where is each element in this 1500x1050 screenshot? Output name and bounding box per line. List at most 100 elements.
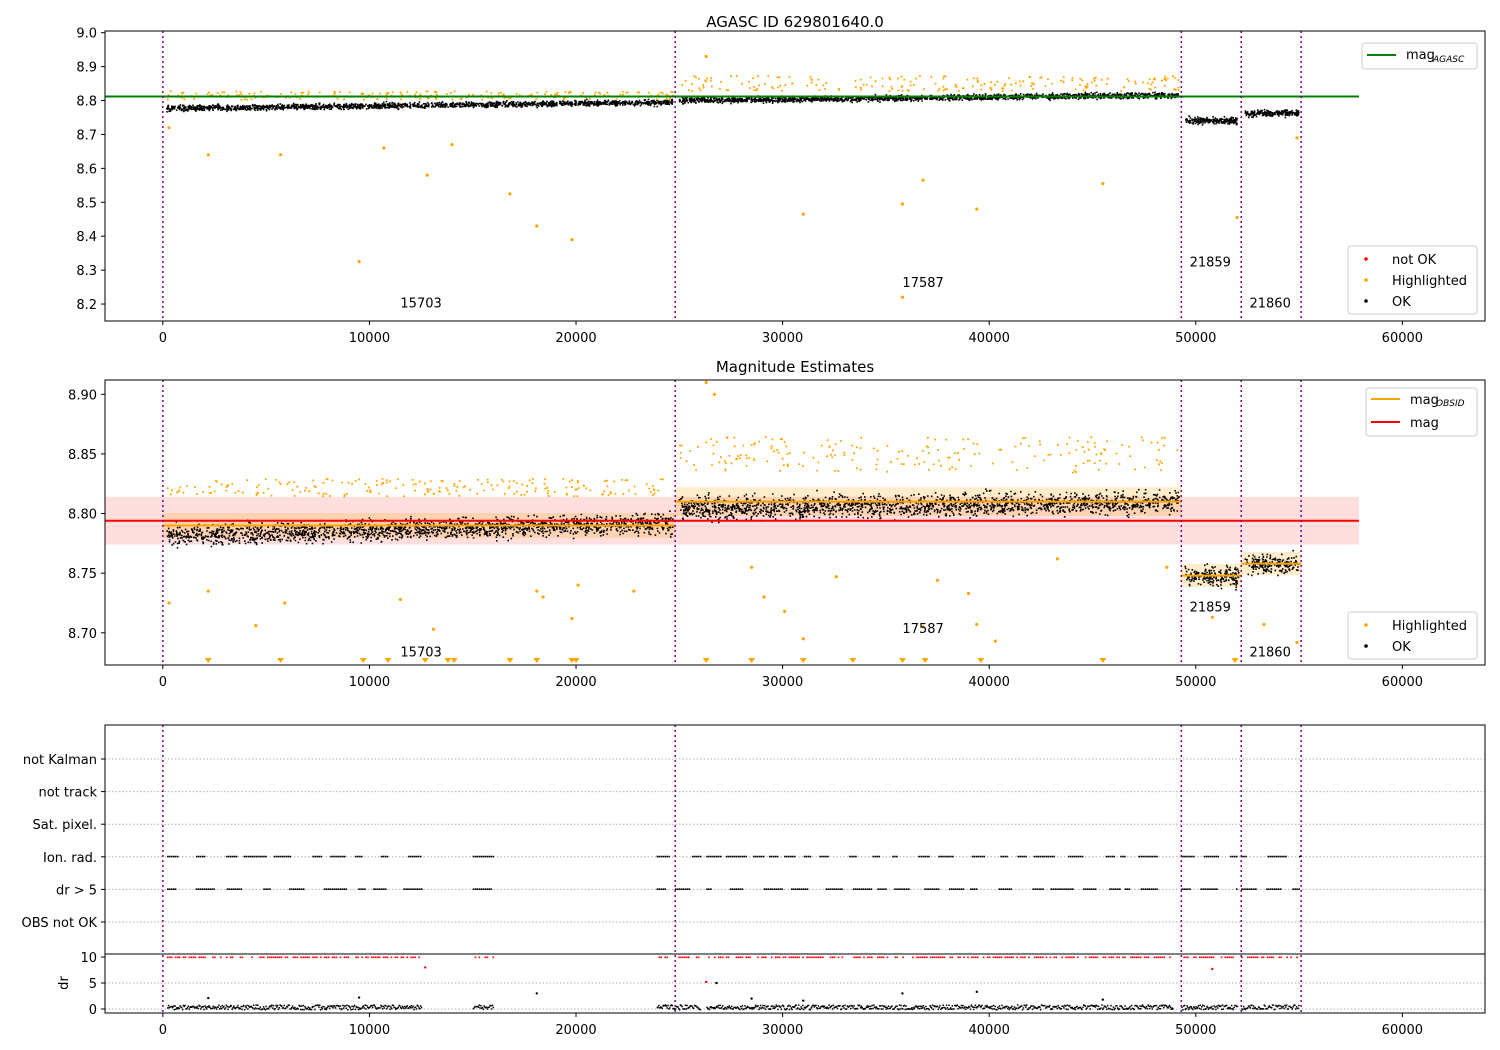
highlighted-outlier-point [535,224,539,228]
panel-mag-estimates-legend-bottom: Highlighted OK [1347,611,1478,660]
x-tick-label: 10000 [349,675,390,690]
out-of-range-marker [277,658,285,663]
legend-ok-label: OK [1392,295,1411,310]
obsid-label-15703: 15703 [400,646,441,661]
dr-outlier-point [424,966,427,969]
ok-points-15703 [166,98,674,113]
legend-mag-obsid-subscript: OBSID [1436,399,1465,409]
x-tick-label: 60000 [1382,331,1423,346]
highlighted-outlier-point [921,178,925,182]
highlighted-outlier-point [834,575,838,579]
legend-highlighted-marker [1364,278,1368,282]
y-tick-label: 8.9 [76,61,97,76]
y-tick-label: 8.75 [68,567,97,582]
y-tick-label: 8.3 [76,264,97,279]
highlighted-outlier-point [425,173,429,177]
legend-mag-label: mag [1410,416,1439,431]
out-of-range-marker [977,658,985,663]
x-tick-label: 60000 [1382,1023,1423,1038]
dr-outlier-point [1101,998,1105,1001]
highlighted-outlier-point [398,597,403,602]
legend2-highlighted-label: Highlighted [1392,619,1467,634]
highlighted-outlier-point [975,207,979,211]
out-of-range-marker [1099,658,1107,663]
dr-outlier-point [715,981,718,985]
highlighted-outlier-point [935,578,940,582]
x-tick-label: 20000 [555,331,596,346]
dr-ok-points [167,1004,1300,1011]
out-of-range-marker [748,658,756,663]
highlighted-outlier-point [993,639,997,643]
out-of-range-marker [204,658,212,663]
x-tick-label: 30000 [762,331,803,346]
legend-highlighted-label: Highlighted [1392,274,1467,289]
highlighted-outlier-point [1235,215,1239,220]
y-tick-label: 8.4 [76,230,97,245]
y-tick-label: 5 [89,977,97,992]
dr-outlier-point [901,992,904,995]
highlighted-outlier-point [632,589,636,593]
highlighted-outlier-point [283,601,287,605]
y-tick-label: 8.7 [76,128,97,143]
x-tick-label: 0 [159,1023,167,1038]
panel-agasc-legend-top: mag AGASC [1361,42,1478,70]
highlighted-outlier-point [712,392,717,396]
ok-points-21859 [1184,563,1240,591]
highlighted-outlier-point [541,595,545,599]
panel-flags: not Kalman not track Sat. pixel. Ion. rad. d… [22,724,1486,1038]
highlighted-outlier-point [167,601,171,605]
y-tick-label: 8.2 [76,298,97,313]
flag-points-row-4 [167,888,1300,890]
panel-agasc-title: AGASC ID 629801640.0 [706,13,884,31]
obsid-label-17587: 17587 [902,622,943,637]
y-tick-label: 8.8 [76,95,97,110]
panel-agasc: AGASC ID 629801640.0 15703 17587 21859 2186… [76,13,1486,346]
obsid-label-17587: 17587 [902,276,943,291]
highlighted-outlier-point [570,616,574,621]
flag-label: dr > 5 [56,883,97,898]
legend-mag-obsid-label: mag [1410,393,1439,408]
ok-points-17587 [678,91,1179,105]
y-tick-label: 8.90 [68,388,97,403]
highlighted-outlier-point [900,202,905,206]
highlighted-outlier-point [206,153,210,157]
highlighted-outlier-point [167,126,171,130]
panel-mag-estimates: Magnitude Estimates 15703 17587 21859 21860… [68,358,1486,690]
panel-mag-estimates-legend-top: mag OBSID mag [1365,387,1478,437]
highlighted-outlier-point [508,192,512,196]
flag-label: not track [38,786,97,801]
out-of-range-marker [799,658,807,663]
highlighted-outlier-point [1295,640,1299,644]
dr-outlier-point [750,997,753,1000]
legend-mag-agasc-label: mag [1406,48,1435,63]
out-of-range-marker [450,658,458,663]
highlighted-outlier-point [1165,565,1169,569]
dr-outlier-point [1211,967,1214,971]
highlighted-points-15703 [166,478,664,498]
y-tick-label: 8.80 [68,508,97,523]
x-tick-label: 40000 [969,675,1010,690]
legend-not-ok-marker [1364,257,1368,261]
highlighted-outlier-point [1210,615,1214,619]
out-of-range-marker [572,658,580,663]
highlighted-outlier-point [431,627,436,631]
highlighted-outlier-point [900,295,905,299]
highlighted-points-17587 [679,436,1179,474]
dr-outlier-point [207,996,210,1000]
highlighted-outlier-point [801,637,805,641]
out-of-range-marker [506,658,514,663]
x-tick-label: 40000 [969,331,1010,346]
out-of-range-marker [359,658,367,663]
x-tick-label: 20000 [555,675,596,690]
y-tick-label: 10 [80,951,97,966]
highlighted-outlier-point [576,583,580,587]
highlighted-outlier-point [357,260,361,264]
highlighted-outlier-point [783,609,787,613]
highlighted-outlier-point [921,625,925,629]
highlighted-outlier-point [206,589,210,593]
x-tick-label: 0 [159,675,167,690]
highlighted-outlier-point [450,143,454,147]
highlighted-outlier-point [570,237,574,242]
panel-agasc-legend-bottom: not OK Highlighted OK [1347,245,1478,315]
